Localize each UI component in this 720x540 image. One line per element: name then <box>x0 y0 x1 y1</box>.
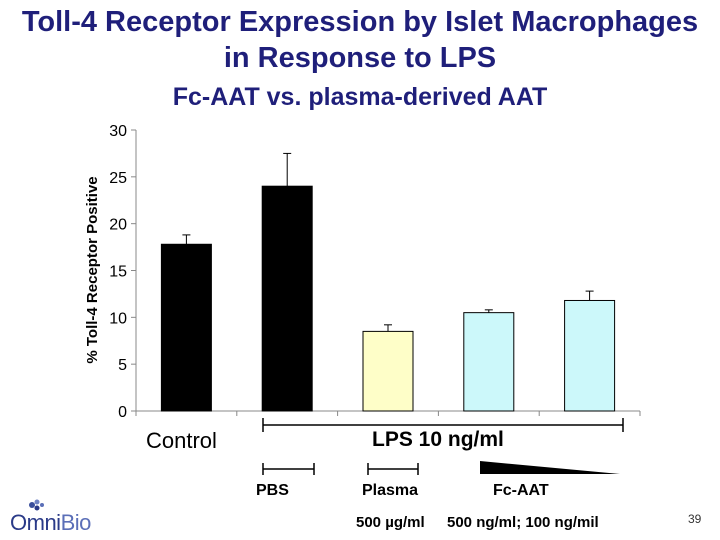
plasma-dose-label: 500 µg/ml <box>356 514 425 531</box>
bar <box>564 299 616 412</box>
fc-aat-dose-wedge <box>480 461 620 474</box>
y-tick-label: 20 <box>109 217 127 234</box>
y-axis-label: % Toll-4 Receptor Positive <box>84 176 101 363</box>
y-tick-label: 10 <box>109 310 127 327</box>
chart-bars <box>160 152 616 412</box>
bar <box>463 312 515 412</box>
bar <box>362 330 414 412</box>
chart-title-line-1: Toll-4 Receptor Expression by Islet Macr… <box>21 6 699 38</box>
bar <box>261 185 313 412</box>
chart-title-line-2: in Response to LPS <box>223 42 497 74</box>
logo-wordmark: OmniBio <box>10 510 91 535</box>
y-tick-label: 15 <box>109 264 127 281</box>
group-brackets <box>262 418 624 475</box>
omnibio-logo-icon <box>29 499 44 511</box>
y-tick-label: 30 <box>109 123 127 140</box>
control-group-label: Control <box>146 428 217 453</box>
y-tick-label: 25 <box>109 170 127 187</box>
fc-aat-dose-label: 500 ng/ml; 100 ng/mil <box>447 514 599 531</box>
y-tick-label: 0 <box>118 404 127 421</box>
fc-aat-label: Fc-AAT <box>493 482 549 499</box>
chart-subtitle: Fc-AAT vs. plasma-derived AAT <box>172 83 548 111</box>
page-number: 39 <box>688 512 702 526</box>
plasma-label: Plasma <box>362 482 419 499</box>
bar <box>160 243 212 412</box>
y-tick-label: 5 <box>118 357 127 374</box>
chart-axes: 0 5 10 15 20 25 30 % Toll-4 Receptor Positive <box>84 123 641 421</box>
pbs-label: PBS <box>256 482 289 499</box>
lps-group-label: LPS 10 ng/ml <box>372 428 504 451</box>
